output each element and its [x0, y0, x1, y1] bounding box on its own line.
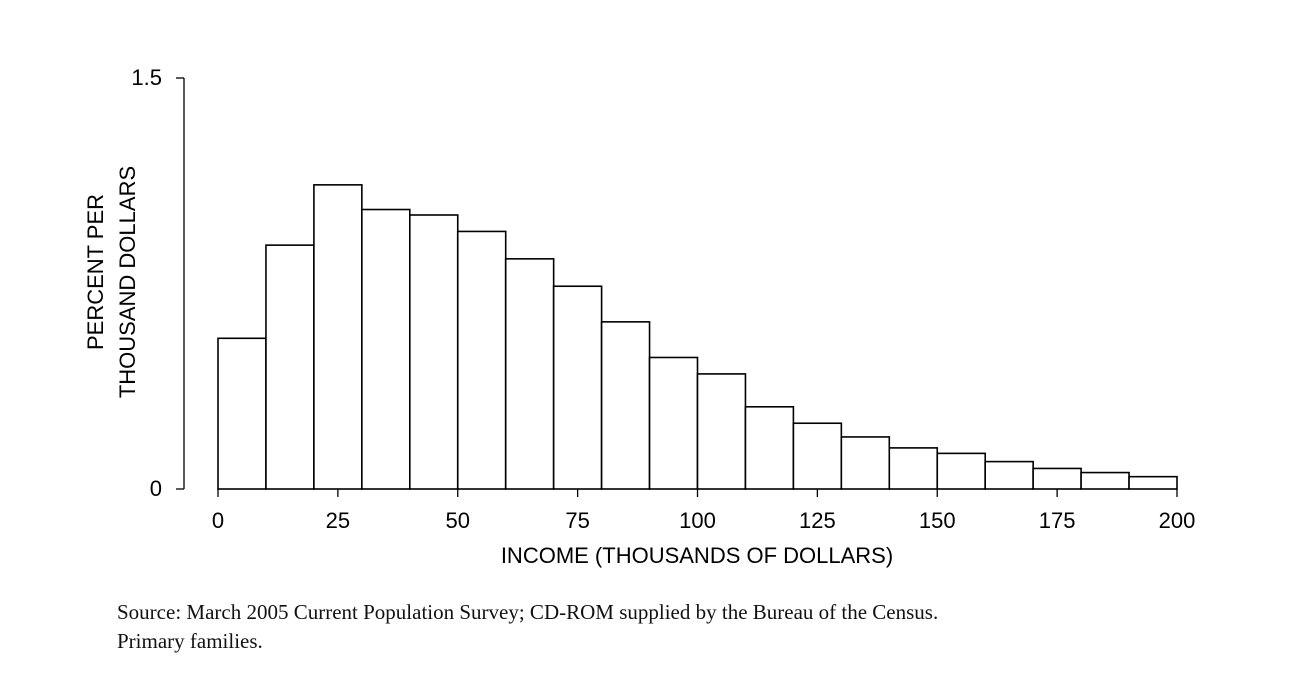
histogram-bar	[265, 244, 315, 490]
x-tick-label: 150	[919, 508, 956, 533]
histogram-bar	[313, 184, 363, 490]
histogram-bar	[552, 285, 603, 490]
histogram-bar	[744, 405, 795, 490]
histogram-bar	[456, 230, 507, 490]
histogram-bar	[648, 356, 699, 490]
x-tick-label: 175	[1039, 508, 1076, 533]
x-tick-label: 0	[212, 508, 224, 533]
histogram-bar	[888, 447, 939, 490]
x-tick-label: 100	[679, 508, 716, 533]
source-caption-line-2: Primary families.	[117, 629, 263, 653]
histogram-bar	[361, 208, 411, 490]
histogram-bar	[840, 436, 891, 490]
x-axis-label: INCOME (THOUSANDS OF DOLLARS)	[501, 543, 893, 568]
histogram-bar	[1080, 471, 1130, 490]
y-axis-label-line-2: THOUSAND DOLLARS	[115, 166, 140, 398]
x-tick-label: 25	[326, 508, 350, 533]
y-axis-label-line-1: PERCENT PER	[83, 194, 108, 350]
source-caption-line-1: Source: March 2005 Current Population Su…	[117, 600, 939, 624]
x-tick-label: 75	[565, 508, 589, 533]
histogram-bar	[600, 321, 651, 490]
x-tick-label: 200	[1159, 508, 1196, 533]
histogram-bar	[936, 452, 987, 490]
y-tick-label: 0	[150, 476, 162, 501]
histogram-bar	[984, 460, 1034, 490]
y-tick-label: 1.5	[131, 65, 162, 90]
source-caption: Source: March 2005 Current Population Su…	[117, 598, 1197, 656]
histogram-bar	[408, 214, 459, 490]
x-tick-label: 125	[799, 508, 836, 533]
histogram-bar	[504, 258, 555, 490]
y-axis: 01.5	[131, 65, 185, 501]
bars	[217, 184, 1178, 490]
histogram-chart: 01.5 0 25 50 75 100 125 150 175 200 PERCENT PER …	[83, 65, 1195, 568]
histogram-bar	[1128, 475, 1178, 490]
x-axis: 0 25 50 75 100 125 150 175 200	[212, 489, 1195, 533]
histogram-bar	[217, 337, 267, 490]
histogram-bar	[1032, 467, 1082, 490]
x-tick-label: 50	[446, 508, 470, 533]
histogram-bar	[696, 373, 747, 490]
histogram-bar	[792, 422, 843, 490]
